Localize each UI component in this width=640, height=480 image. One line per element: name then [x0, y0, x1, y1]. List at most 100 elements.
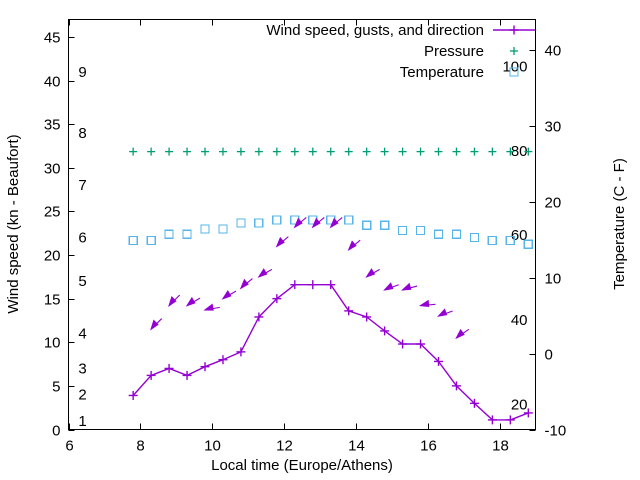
pressure-point	[434, 147, 443, 156]
temperature-point	[344, 215, 354, 225]
x-tick-label: 18	[492, 438, 509, 455]
temperature-point	[469, 232, 480, 243]
wind-direction-arrow	[365, 268, 380, 278]
y2-tick-label: -10	[545, 423, 567, 440]
wind-direction-arrows	[150, 217, 470, 340]
beaufort-label: 3	[78, 360, 86, 377]
pressure-point	[183, 147, 192, 156]
wind-speed-point	[218, 355, 228, 365]
y2-tick-label: 40	[545, 43, 562, 60]
wind-speed-point	[182, 370, 192, 380]
x-tick-label: 8	[136, 438, 144, 455]
wind-speed-point	[290, 280, 300, 290]
fahrenheit-label: 40	[511, 312, 528, 329]
pressure-point	[236, 147, 245, 156]
temperature-point	[505, 235, 516, 246]
y2-tick-label: 10	[545, 271, 562, 288]
legend-wind-marker	[509, 25, 519, 35]
temperature-point	[236, 218, 246, 228]
fahrenheit-label: 20	[511, 396, 528, 413]
fahrenheit-label: 80	[511, 143, 528, 160]
pressure-point	[470, 147, 479, 156]
series-square	[128, 215, 533, 249]
x-tick-label: 10	[204, 438, 221, 455]
pressure-point	[506, 147, 515, 156]
pressure-point	[254, 147, 263, 156]
temperature-point	[128, 235, 138, 246]
wind-speed-point	[469, 398, 479, 408]
wind-speed-point	[236, 347, 246, 357]
legend-label[interactable]: Temperature	[400, 64, 484, 81]
wind-speed-point	[523, 408, 533, 418]
y-tick-label: 5	[52, 379, 60, 396]
temperature-point	[200, 224, 210, 234]
legend-marker	[509, 67, 519, 77]
y-tick-label: 35	[44, 117, 61, 134]
y2-axis-title: Temperature (C - F)	[611, 158, 628, 290]
temperature-point	[254, 218, 264, 228]
y-tick-label: 40	[44, 74, 61, 91]
wind-speed-line	[132, 283, 529, 421]
temperature-point	[433, 229, 444, 240]
x-tick-label: 16	[420, 438, 437, 455]
x-tick-label: 12	[276, 438, 293, 455]
legend-label[interactable]: Wind speed, gusts, and direction	[266, 22, 484, 39]
wind-direction-arrow	[437, 308, 453, 317]
fahrenheit-label: 60	[511, 227, 528, 244]
beaufort-label: 8	[78, 125, 86, 142]
temperature-point	[272, 215, 282, 225]
legend-marker	[493, 25, 535, 35]
x-axis-title: Local time (Europe/Athens)	[211, 457, 393, 474]
wind-direction-arrow	[347, 239, 361, 252]
pressure-point	[147, 147, 156, 156]
wind-direction-arrow	[383, 282, 399, 291]
wind-direction-arrow	[150, 318, 163, 331]
wind-speed-point	[362, 312, 372, 322]
beaufort-label: 6	[78, 230, 86, 247]
wind-speed-point	[344, 306, 354, 316]
y-tick-label: 0	[52, 423, 60, 440]
wind-direction-arrow	[185, 296, 201, 307]
legend-label[interactable]: Pressure	[424, 43, 484, 60]
temperature-point	[218, 224, 228, 234]
y-tick-label: 25	[44, 204, 61, 221]
wind-direction-arrow	[239, 278, 253, 290]
wind-speed-point	[434, 356, 444, 366]
temperature-point	[164, 229, 174, 240]
wind-speed-point	[451, 381, 461, 391]
pressure-point	[129, 147, 138, 156]
wind-direction-arrow	[275, 236, 289, 248]
beaufort-label: 4	[78, 326, 86, 343]
y2-tick-label: 30	[545, 119, 562, 136]
wind-speed-point	[505, 415, 515, 425]
pressure-point	[398, 147, 407, 156]
pressure-point	[326, 147, 335, 156]
wind-speed-point	[164, 363, 174, 373]
wind-speed-point	[254, 312, 264, 322]
y-tick-label: 10	[44, 335, 61, 352]
axes-group: 6 8 10 12 14 16 18051015202530354045-100102030…	[44, 19, 567, 455]
wind-speed-point	[487, 415, 497, 425]
data-series-group	[128, 147, 533, 425]
pressure-point	[452, 147, 461, 156]
chart-legend: Wind speed, gusts, and direction Pressure…	[266, 22, 535, 81]
y2-tick-label: 20	[545, 195, 562, 212]
plot-frame	[68, 19, 536, 430]
wind-speed-point	[326, 280, 336, 290]
wind-direction-arrow	[257, 268, 273, 278]
beaufort-label: 1	[78, 413, 86, 430]
temperature-point	[415, 225, 426, 236]
wind-direction-arrow	[455, 328, 470, 340]
pressure-point	[416, 147, 425, 156]
wind-direction-arrow	[418, 299, 436, 308]
wind-direction-arrow	[401, 282, 418, 291]
beaufort-label: 2	[78, 387, 86, 404]
fahrenheit-label: 100	[502, 59, 527, 76]
beaufort-label: 7	[78, 177, 86, 194]
pressure-point	[308, 147, 317, 156]
y-tick-label: 15	[44, 292, 61, 309]
wind-speed-point	[380, 326, 390, 336]
wind-speed-point	[200, 362, 210, 372]
pressure-point	[272, 147, 281, 156]
wind-speed-point	[308, 280, 318, 290]
